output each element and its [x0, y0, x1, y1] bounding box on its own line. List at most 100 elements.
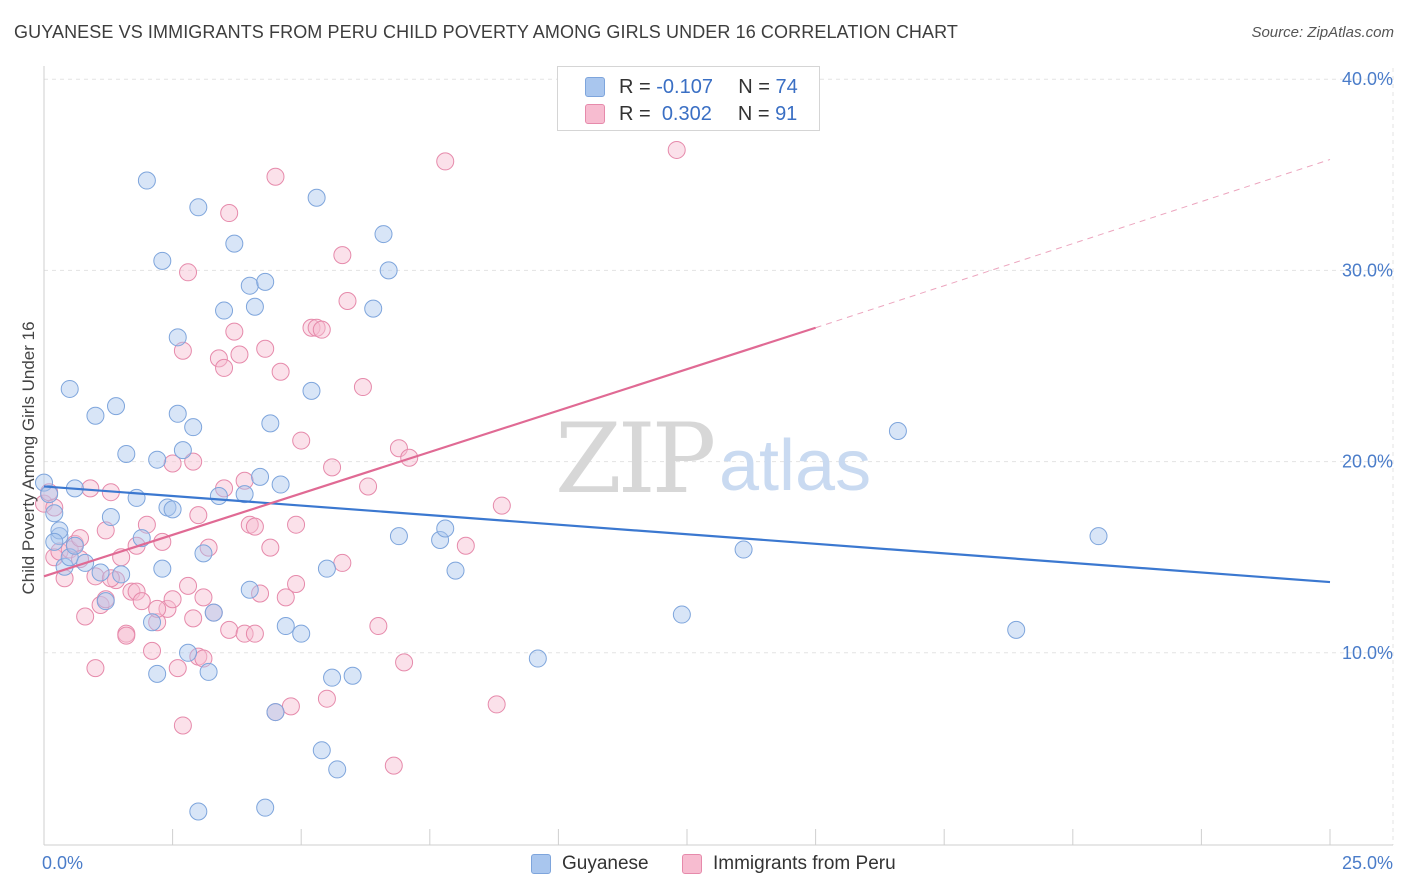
peru-point	[225, 322, 244, 341]
peru-point	[137, 515, 156, 534]
peru-trend-extension	[815, 159, 1331, 329]
guyanese-point	[323, 668, 342, 687]
guyanese-point	[199, 662, 218, 681]
peru-point	[45, 498, 64, 517]
legend-r-value: -0.107	[656, 75, 713, 98]
guyanese-point	[86, 406, 105, 425]
guyanese-point	[235, 485, 254, 504]
peru-point	[127, 582, 146, 601]
guyanese-point	[153, 559, 172, 578]
peru-point	[333, 246, 352, 265]
legend-row-guyanese: R = -0.107 N = 74	[558, 73, 798, 101]
peru-point	[271, 362, 290, 381]
guyanese-point	[266, 703, 285, 722]
guyanese-point	[256, 798, 275, 817]
guyanese-point	[184, 418, 203, 437]
peru-point	[215, 358, 234, 377]
peru-point	[456, 536, 475, 555]
guyanese-point	[189, 802, 208, 821]
peru-point	[235, 624, 254, 643]
peru-trend-line	[43, 326, 816, 578]
peru-point	[163, 454, 182, 473]
peru-point	[173, 341, 192, 360]
peru-point	[287, 574, 306, 593]
legend-r-value: 0.302	[661, 102, 712, 125]
guyanese-point	[436, 519, 455, 538]
guyanese-point	[888, 422, 907, 441]
guyanese-point	[60, 379, 79, 398]
peru-point	[436, 152, 455, 171]
peru-point	[245, 517, 264, 536]
guyanese-point	[204, 603, 223, 622]
peru-point	[276, 588, 295, 607]
peru-point	[292, 431, 311, 450]
peru-point	[667, 140, 686, 159]
guyanese-point	[251, 467, 270, 486]
guyanese-point	[271, 475, 290, 494]
y-tick-label: 20.0%	[1342, 452, 1393, 472]
peru-point	[395, 653, 414, 672]
legend-n-label: N =	[738, 75, 770, 98]
peru-point	[317, 689, 336, 708]
peru-point	[492, 496, 511, 515]
peru-point	[173, 716, 192, 735]
guyanese-point	[528, 649, 547, 668]
guyanese-point	[446, 561, 465, 580]
x-tick-label: 25.0%	[1342, 853, 1393, 873]
legend-n-label: N =	[737, 102, 770, 125]
guyanese-point	[143, 613, 162, 632]
bottom-legend-peru: Immigrants from Peru	[682, 851, 896, 877]
guyanese-point	[168, 404, 187, 423]
guyanese-point	[137, 171, 156, 190]
guyanese-point	[45, 532, 64, 551]
legend-n-value: 91	[775, 102, 798, 125]
peru-point	[220, 204, 239, 223]
series-guyanese-points	[35, 171, 1108, 821]
guyanese-point	[173, 441, 192, 460]
guyanese-point	[672, 605, 691, 624]
guyanese-point	[50, 521, 69, 540]
peru-point	[168, 659, 187, 678]
peru-point	[117, 626, 136, 645]
y-tick-label: 10.0%	[1342, 643, 1393, 663]
guyanese-point	[1007, 620, 1026, 639]
guyanese-point	[302, 381, 321, 400]
guyanese-point	[168, 328, 187, 347]
watermark-atlas: atlas	[719, 426, 871, 506]
peru-point	[323, 458, 342, 477]
peru-point	[384, 756, 403, 775]
source-label: Source: ZipAtlas.com	[1251, 24, 1394, 41]
watermark: ZIP atlas	[555, 403, 871, 515]
guyanese-point	[209, 487, 228, 506]
guyanese-point	[317, 559, 336, 578]
peru-point	[189, 506, 208, 525]
guyanese-point	[45, 504, 64, 523]
trend-lines	[43, 159, 1331, 584]
peru-point	[199, 538, 218, 557]
series-peru-points	[35, 140, 686, 775]
bottom-legend-label-guyanese: Guyanese	[562, 853, 649, 874]
peru-point	[220, 620, 239, 639]
axes	[43, 66, 1393, 846]
guyanese-point	[148, 664, 167, 683]
legend-row-peru: R = 0.302 N = 91	[558, 100, 797, 128]
guyanese-point	[240, 580, 259, 599]
peru-point	[256, 339, 275, 358]
y-axis-label: Child Poverty Among Girls Under 16	[19, 321, 38, 594]
peru-point	[261, 538, 280, 557]
guyanese-point	[40, 485, 59, 504]
legend: R = -0.107 N = 74 R = 0.302 N = 91	[557, 66, 820, 131]
peru-point	[194, 588, 213, 607]
guyanese-point	[312, 741, 331, 760]
peru-point	[132, 592, 151, 611]
guyanese-point	[163, 500, 182, 519]
guyanese-point	[364, 299, 383, 318]
peru-point	[148, 599, 167, 618]
peru-point	[209, 349, 228, 368]
guyanese-point	[96, 592, 115, 611]
guyanese-point	[153, 251, 172, 270]
guyanese-point	[328, 760, 347, 779]
legend-swatch-guyanese	[585, 77, 605, 97]
guyanese-trend-line	[43, 485, 1331, 584]
guyanese-point	[343, 666, 362, 685]
